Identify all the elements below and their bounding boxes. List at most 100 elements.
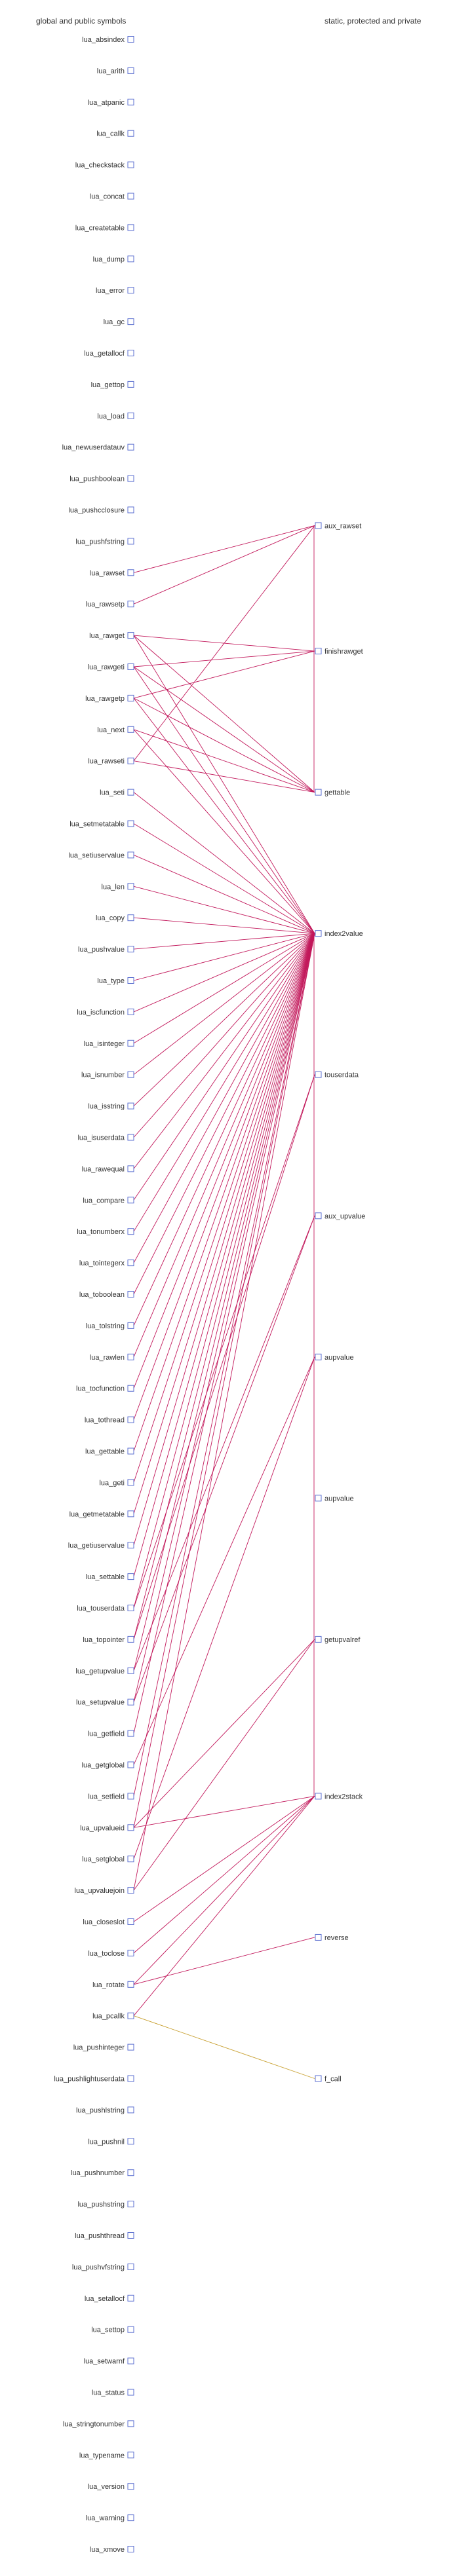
node-box-lua_iscfunction[interactable]: [127, 1008, 134, 1015]
node-box-lua_concat[interactable]: [127, 193, 134, 200]
node-box-lua_pushlightuserdata[interactable]: [127, 2075, 134, 2082]
node-box-lua_getupvalue[interactable]: [127, 1667, 134, 1674]
node-box-lua_pushnil[interactable]: [127, 2138, 134, 2145]
node-box-lua_settop[interactable]: [127, 2326, 134, 2333]
node-box-lua_setupvalue[interactable]: [127, 1698, 134, 1706]
node-box-lua_getglobal[interactable]: [127, 1761, 134, 1768]
node-box-aupvalue[interactable]: [315, 1353, 322, 1360]
node-box-lua_typename[interactable]: [127, 2452, 134, 2459]
node-box-lua_geti[interactable]: [127, 1479, 134, 1486]
node-box-finishrawget[interactable]: [315, 648, 322, 655]
node-box-lua_pushfstring[interactable]: [127, 538, 134, 545]
node-box-lua_absindex[interactable]: [127, 36, 134, 43]
node-box-lua_stringtonumber[interactable]: [127, 2420, 134, 2427]
node-box-aupvalue[interactable]: [315, 1495, 322, 1502]
node-box-lua_createtable[interactable]: [127, 224, 134, 231]
node-box-lua_error[interactable]: [127, 287, 134, 294]
node-box-lua_setiuservalue[interactable]: [127, 851, 134, 859]
node-label-lua_compare: lua_compare: [83, 1197, 125, 1204]
node-box-lua_callk[interactable]: [127, 130, 134, 137]
node-box-lua_rawgetp[interactable]: [127, 694, 134, 701]
node-box-lua_tolstring[interactable]: [127, 1322, 134, 1329]
node-box-lua_isstring[interactable]: [127, 1102, 134, 1110]
node-box-lua_pushcclosure[interactable]: [127, 506, 134, 513]
node-box-lua_toboolean[interactable]: [127, 1291, 134, 1297]
node-box-lua_len[interactable]: [127, 883, 134, 890]
node-box-lua_touserdata[interactable]: [127, 1605, 134, 1611]
node-box-lua_seti[interactable]: [127, 789, 134, 796]
node-box-lua_tothread[interactable]: [127, 1416, 134, 1423]
node-box-gettable[interactable]: [315, 789, 322, 796]
node-label-lua_tocfunction: lua_tocfunction: [76, 1385, 125, 1393]
node-box-lua_tonumberx[interactable]: [127, 1228, 134, 1235]
node-box-lua_rawsetp[interactable]: [127, 601, 134, 608]
node-box-lua_gettop[interactable]: [127, 381, 134, 388]
node-box-lua_version[interactable]: [127, 2483, 134, 2490]
node-box-lua_tointegerx[interactable]: [127, 1260, 134, 1267]
node-box-lua_rawget[interactable]: [127, 632, 134, 639]
node-box-lua_pushthread[interactable]: [127, 2232, 134, 2239]
node-box-lua_atpanic[interactable]: [127, 98, 134, 105]
node-box-lua_pushboolean[interactable]: [127, 475, 134, 482]
node-box-lua_tocfunction[interactable]: [127, 1385, 134, 1392]
node-box-lua_toclose[interactable]: [127, 1949, 134, 1956]
node-box-f_call[interactable]: [315, 2075, 322, 2082]
node-box-lua_compare[interactable]: [127, 1197, 134, 1204]
node-box-lua_pushvalue[interactable]: [127, 946, 134, 953]
node-box-touserdata[interactable]: [315, 1071, 322, 1078]
node-box-index2value[interactable]: [315, 930, 322, 937]
node-box-lua_setmetatable[interactable]: [127, 820, 134, 827]
node-box-lua_pushlstring[interactable]: [127, 2106, 134, 2114]
edge-lua_rawlen-to-index2value: [133, 933, 315, 1357]
node-box-index2stack[interactable]: [315, 1793, 322, 1800]
node-box-lua_closeslot[interactable]: [127, 1918, 134, 1925]
node-label-reverse: reverse: [324, 1934, 349, 1942]
node-box-lua_topointer[interactable]: [127, 1635, 134, 1643]
node-box-lua_pushvfstring[interactable]: [127, 2263, 134, 2270]
edge-lua_isstring-to-index2value: [133, 933, 315, 1106]
node-box-lua_xmove[interactable]: [127, 2546, 134, 2552]
node-box-lua_newuserdatauv[interactable]: [127, 443, 134, 451]
node-box-lua_rawlen[interactable]: [127, 1353, 134, 1360]
node-box-lua_getallocf[interactable]: [127, 350, 134, 356]
node-box-getupvalref[interactable]: [315, 1635, 322, 1643]
node-box-lua_checkstack[interactable]: [127, 161, 134, 168]
node-box-lua_pushinteger[interactable]: [127, 2044, 134, 2051]
node-box-lua_rotate[interactable]: [127, 1981, 134, 1988]
node-box-lua_pushnumber[interactable]: [127, 2169, 134, 2176]
edge-lua_rawgetp-to-gettable: [133, 698, 315, 793]
node-box-lua_isinteger[interactable]: [127, 1039, 134, 1047]
node-box-lua_gc[interactable]: [127, 318, 134, 326]
node-box-aux_rawset[interactable]: [315, 522, 322, 529]
node-box-lua_rawset[interactable]: [127, 569, 134, 576]
node-box-lua_rawgeti[interactable]: [127, 663, 134, 670]
node-box-lua_rawseti[interactable]: [127, 757, 134, 764]
node-box-lua_gettable[interactable]: [127, 1447, 134, 1455]
node-box-aux_upvalue[interactable]: [315, 1212, 322, 1220]
node-box-lua_dump[interactable]: [127, 255, 134, 263]
node-box-lua_isnumber[interactable]: [127, 1071, 134, 1078]
node-box-lua_upvalueid[interactable]: [127, 1824, 134, 1831]
node-box-lua_setglobal[interactable]: [127, 1856, 134, 1863]
node-box-lua_setwarnf[interactable]: [127, 2357, 134, 2364]
node-box-lua_rawequal[interactable]: [127, 1165, 134, 1172]
node-box-lua_settable[interactable]: [127, 1573, 134, 1580]
node-box-lua_getmetatable[interactable]: [127, 1510, 134, 1518]
node-box-lua_setallocf[interactable]: [127, 2294, 134, 2302]
node-box-lua_type[interactable]: [127, 977, 134, 984]
node-box-reverse[interactable]: [315, 1933, 322, 1941]
node-box-lua_arith[interactable]: [127, 67, 134, 74]
node-box-lua_warning[interactable]: [127, 2514, 134, 2522]
node-box-lua_pushstring[interactable]: [127, 2201, 134, 2208]
node-box-lua_setfield[interactable]: [127, 1793, 134, 1800]
node-box-lua_copy[interactable]: [127, 914, 134, 922]
node-box-lua_status[interactable]: [127, 2389, 134, 2396]
node-box-lua_getiuservalue[interactable]: [127, 1542, 134, 1549]
node-box-lua_next[interactable]: [127, 726, 134, 733]
node-box-lua_load[interactable]: [127, 412, 134, 419]
node-box-lua_getfield[interactable]: [127, 1730, 134, 1737]
node-box-lua_isuserdata[interactable]: [127, 1134, 134, 1141]
node-box-lua_pcallk[interactable]: [127, 2012, 134, 2019]
node-box-lua_upvaluejoin[interactable]: [127, 1887, 134, 1894]
